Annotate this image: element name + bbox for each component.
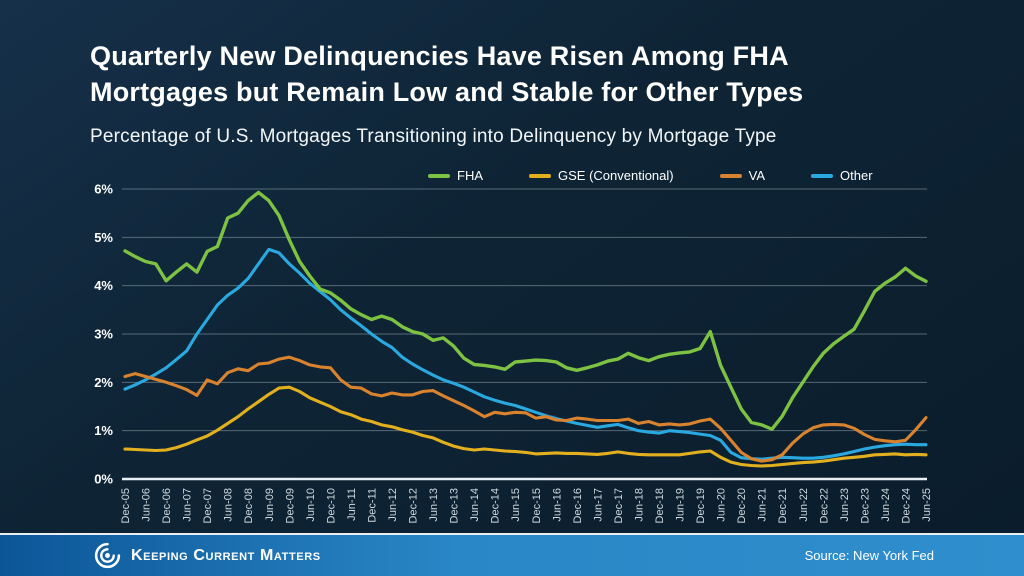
- x-tick-label: Jun-16: [551, 488, 563, 522]
- chart-legend: FHA GSE (Conventional) VA Other: [428, 168, 873, 183]
- legend-item-va: VA: [719, 168, 766, 183]
- x-tick-label: Dec-12: [408, 488, 420, 523]
- x-tick-label: Jun-18: [633, 488, 645, 522]
- x-tick-label: Dec-08: [243, 488, 255, 523]
- x-tick-label: Dec-13: [449, 488, 461, 523]
- x-tick-label: Jun-07: [182, 488, 194, 522]
- x-tick-label: Jun-06: [141, 488, 153, 522]
- y-tick-label: 3%: [94, 327, 113, 342]
- y-tick-label: 1%: [94, 423, 113, 438]
- x-tick-label: Jun-19: [675, 488, 687, 522]
- series-line-gse-conventional: [123, 385, 928, 468]
- x-tick-label: Dec-18: [654, 488, 666, 523]
- x-tick-label: Dec-16: [572, 488, 584, 523]
- legend-swatch-icon: [811, 173, 834, 178]
- legend-item-gse-conventional: GSE (Conventional): [529, 168, 674, 183]
- x-tick-label: Dec-14: [490, 488, 502, 523]
- series-line-fha: [123, 190, 928, 431]
- legend-swatch-icon: [428, 173, 450, 178]
- x-tick-label: Dec-10: [325, 488, 337, 523]
- x-tick-label: Dec-20: [736, 488, 748, 523]
- legend-swatch-icon: [529, 173, 551, 178]
- x-tick-label: Jun-12: [387, 488, 399, 522]
- chart-canvas: 0% 1% 2% 3% 4% 5% 6% Dec-05 Jun-06 Dec-06 Jun-07 De…: [94, 182, 933, 524]
- footer-bar: Keeping Current Matters Source: New York…: [0, 533, 1024, 576]
- page-title: Quarterly New Delinquencies Have Risen A…: [90, 38, 980, 111]
- x-tick-label: Jun-13: [428, 488, 440, 522]
- series-line-other: [123, 247, 928, 461]
- legend-item-fha: FHA: [428, 168, 483, 183]
- series-line-va: [123, 355, 928, 463]
- x-tick-label: Jun-14: [469, 488, 481, 522]
- page-subtitle: Percentage of U.S. Mortgages Transitioni…: [90, 126, 777, 147]
- spiral-logo-icon: [94, 542, 121, 569]
- x-tick-label: Dec-22: [818, 488, 830, 523]
- legend-label: Other: [840, 168, 873, 183]
- x-tick-label: Dec-19: [695, 488, 707, 523]
- y-tick-label: 2%: [94, 375, 113, 390]
- brand-name: Keeping Current Matters: [131, 546, 321, 564]
- x-tick-label: Dec-06: [161, 488, 173, 523]
- x-tick-label: Dec-21: [777, 488, 789, 523]
- x-tick-label: Jun-10: [305, 488, 317, 522]
- x-tick-label: Jun-23: [839, 488, 851, 522]
- x-tick-label: Jun-15: [510, 488, 522, 522]
- x-tick-label: Dec-11: [366, 488, 378, 523]
- x-tick-label: Jun-24: [880, 488, 892, 522]
- brand: Keeping Current Matters: [94, 542, 321, 569]
- y-tick-label: 4%: [94, 278, 113, 293]
- y-tick-label: 0%: [94, 472, 113, 487]
- x-tick-label: Dec-05: [120, 488, 132, 523]
- x-tick-label: Dec-24: [900, 488, 912, 523]
- x-tick-label: Dec-17: [613, 488, 625, 523]
- y-tick-label: 6%: [94, 182, 113, 197]
- x-tick-label: Jun-09: [264, 488, 276, 522]
- x-tick-label: Dec-09: [284, 488, 296, 523]
- x-tick-label: Jun-20: [716, 488, 728, 522]
- legend-label: VA: [748, 168, 766, 183]
- x-tick-label: Dec-23: [859, 488, 871, 523]
- x-tick-label: Jun-25: [921, 488, 933, 522]
- legend-item-other: Other: [811, 168, 873, 183]
- x-tick-label: Jun-11: [346, 488, 358, 521]
- y-tick-label: 5%: [94, 230, 113, 245]
- x-tick-label: Dec-15: [531, 488, 543, 523]
- x-tick-label: Jun-08: [223, 488, 235, 522]
- legend-label: GSE (Conventional): [558, 168, 674, 183]
- x-tick-label: Jun-17: [592, 488, 604, 522]
- legend-swatch-icon: [719, 173, 742, 178]
- chart: 0% 1% 2% 3% 4% 5% 6% Dec-05 Jun-06 Dec-06 Jun-07 De…: [0, 148, 1024, 540]
- source-credit: Source: New York Fed: [804, 548, 934, 563]
- page-title-line2: Mortgages but Remain Low and Stable for …: [90, 77, 804, 108]
- x-tick-label: Dec-07: [202, 488, 214, 523]
- page-title-line1: Quarterly New Delinquencies Have Risen A…: [90, 41, 789, 71]
- x-tick-label: Jun-21: [757, 488, 769, 522]
- legend-label: FHA: [457, 168, 483, 183]
- x-tick-label: Jun-22: [798, 488, 810, 522]
